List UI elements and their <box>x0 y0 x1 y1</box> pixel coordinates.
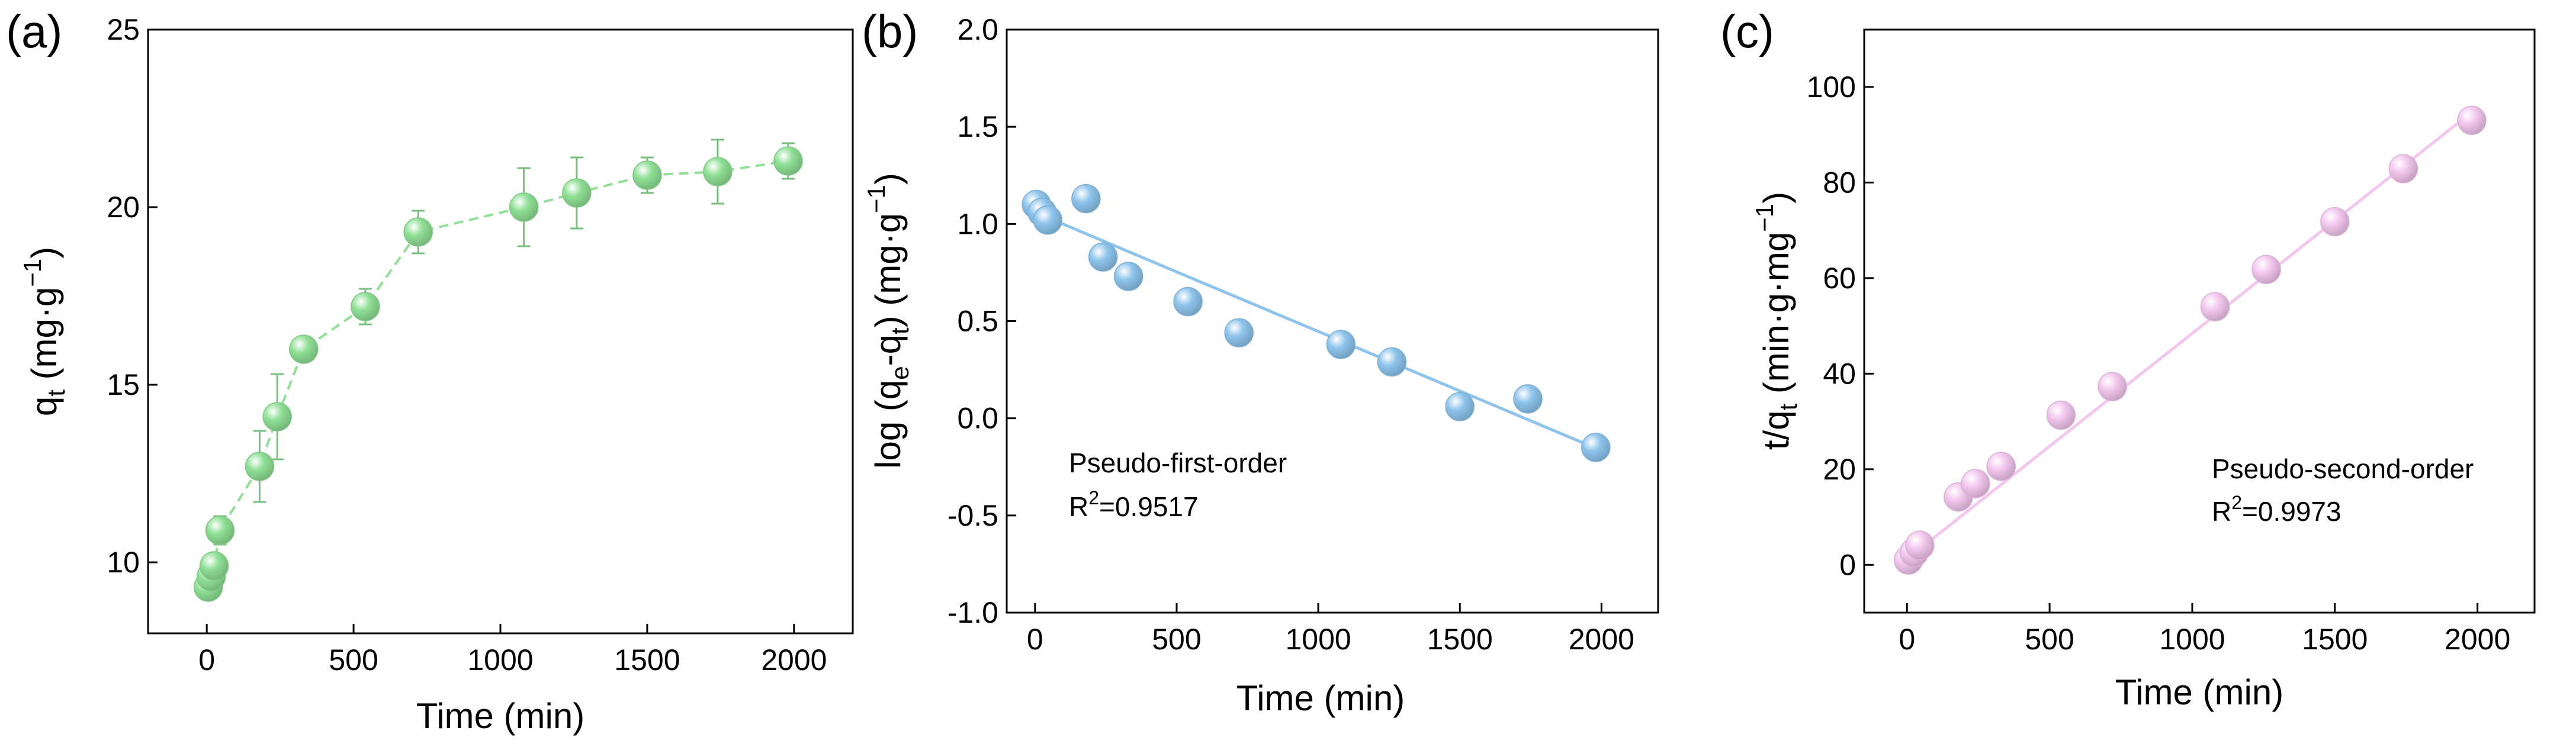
panel-b-x-tick-label: 500 <box>1152 623 1201 656</box>
panel-b-x-tick-label: 1500 <box>1427 623 1493 656</box>
panel-c-data-point <box>2320 207 2350 237</box>
panel-c-y-tick-label: 0 <box>1839 548 1856 581</box>
panel-c-plot-frame <box>1863 28 2536 614</box>
panel-c: (c) 0 500 1000 1500 2000 0 20 40 60 80 100 Pseudo-… <box>1720 5 2536 712</box>
panel-a-data-point <box>703 157 733 186</box>
panel-a-plot-frame <box>147 28 854 635</box>
panel-b-y-axis-title: log (qe-qt) (mg·g−1) <box>862 173 914 469</box>
panel-a-x-tick-label: 2000 <box>761 643 827 677</box>
panel-c-x-tick-label: 1000 <box>2159 623 2225 656</box>
panel-c-data-point <box>2388 154 2418 183</box>
panel-b-data-point <box>1326 330 1356 359</box>
panel-c-x-tick-label: 2000 <box>2445 623 2510 656</box>
panel-a-data-point <box>199 551 229 581</box>
panel-c-fit-line <box>1906 108 2476 561</box>
panel-c-x-axis-title: Time (min) <box>2115 672 2283 712</box>
panel-b-data-point <box>1445 392 1475 421</box>
panel-a-data <box>193 139 803 602</box>
panel-c-data-point <box>2457 105 2487 136</box>
panel-b-ticks: 0 500 1000 1500 2000 -1.0 -0.5 0.0 0.5 1.0 1.5 2.0 <box>947 13 1634 656</box>
panel-a-data-point <box>509 192 539 222</box>
panel-a-x-tick-label: 1500 <box>614 643 680 677</box>
panel-b-fit-line <box>1034 211 1599 451</box>
panel-b-data-point <box>1113 262 1144 291</box>
panel-b-x-tick-label: 1000 <box>1285 623 1351 656</box>
panel-b: (b) 0 500 1000 1500 2000 -1.0 -0.5 0.0 0.5 1.0 1.5… <box>862 5 1659 718</box>
panel-b-data-point <box>1377 347 1407 377</box>
panel-a-data-point <box>562 178 592 208</box>
panel-a-data-point <box>262 402 292 432</box>
panel-b-plot-frame <box>1006 28 1659 614</box>
panel-c-data-point <box>2046 400 2076 430</box>
panel-b-x-tick-label: 0 <box>1027 623 1043 656</box>
panel-b-y-tick-label: -1.0 <box>947 596 998 629</box>
panel-c-y-tick-label: 40 <box>1823 357 1856 390</box>
panel-b-y-tick-label: 1.0 <box>957 207 998 240</box>
panel-c-x-tick-label: 500 <box>2025 623 2074 656</box>
panel-b-y-tick-label: 1.5 <box>957 110 998 143</box>
panel-a-y-tick-label: 20 <box>107 191 140 224</box>
panel-c-data <box>1893 105 2487 575</box>
panel-a-y-axis-title: qt (mg·g−1) <box>18 247 70 416</box>
panel-b-y-tick-label: -0.5 <box>947 499 998 532</box>
panel-a-data-point <box>403 217 433 247</box>
panel-b-letter: (b) <box>862 5 918 57</box>
panel-b-x-axis-title: Time (min) <box>1236 678 1405 718</box>
panel-c-r2-annotation: R2=0.9973 <box>2212 492 2341 527</box>
panel-c-y-tick-label: 20 <box>1823 453 1856 486</box>
panel-a-data-point <box>632 160 662 190</box>
panel-a-y-tick-label: 15 <box>107 368 140 401</box>
panel-a-data-point <box>205 516 235 545</box>
panel-a-x-tick-label: 500 <box>329 643 378 677</box>
panel-c-model-annotation: Pseudo-second-order <box>2212 453 2474 484</box>
panel-c-y-tick-label: 100 <box>1807 70 1856 104</box>
panel-b-y-tick-label: 2.0 <box>957 13 998 46</box>
panel-c-y-tick-label: 60 <box>1823 262 1856 295</box>
panel-c-ticks: 0 500 1000 1500 2000 0 20 40 60 80 100 <box>1807 70 2511 656</box>
panel-b-model-annotation: Pseudo-first-order <box>1069 447 1287 478</box>
panel-b-data <box>1022 183 1611 462</box>
panel-a-data-point <box>773 146 803 176</box>
panel-b-data-point <box>1033 205 1063 235</box>
panel-a-x-axis-title: Time (min) <box>416 696 584 736</box>
panel-c-data-point <box>2251 255 2281 285</box>
panel-c-y-axis-title: t/qt (min·g·mg−1) <box>1750 192 1802 450</box>
panel-c-data-point <box>2200 292 2230 322</box>
panel-a-data-point <box>351 292 380 321</box>
panel-b-r2-annotation: R2=0.9517 <box>1069 487 1199 522</box>
panel-a-x-tick-label: 0 <box>198 643 215 677</box>
panel-c-x-tick-label: 0 <box>1899 623 1915 656</box>
panel-a-data-point <box>289 334 319 364</box>
panel-a-letter: (a) <box>6 5 62 57</box>
panel-b-y-tick-label: 0.0 <box>957 402 998 435</box>
panel-c-data-point <box>1986 452 2016 481</box>
panel-a-connector-line <box>207 160 789 588</box>
panel-c-letter: (c) <box>1720 5 1774 57</box>
panel-b-data-point <box>1088 242 1118 272</box>
panel-b-data-point <box>1224 318 1254 347</box>
panel-a-y-tick-label: 10 <box>107 546 140 579</box>
panel-b-data-point <box>1173 286 1203 317</box>
panel-c-data-point <box>1961 469 1990 498</box>
panel-a-x-tick-label: 1000 <box>467 643 533 677</box>
panel-a-ticks: 0 500 1000 1500 2000 10 15 20 25 <box>107 13 827 677</box>
panel-b-data-point <box>1071 183 1101 214</box>
panel-c-data-point <box>1905 530 1935 560</box>
panel-c-x-tick-label: 1500 <box>2302 623 2368 656</box>
panel-a-y-tick-label: 25 <box>107 13 140 46</box>
panel-b-data-point <box>1513 384 1543 414</box>
panel-a-data-point <box>245 452 275 481</box>
panel-c-y-tick-label: 80 <box>1823 166 1856 199</box>
panel-b-x-tick-label: 2000 <box>1569 623 1634 656</box>
panel-b-data-point <box>1581 433 1611 462</box>
panel-b-y-tick-label: 0.5 <box>957 305 998 338</box>
panel-c-data-point <box>2098 372 2127 401</box>
